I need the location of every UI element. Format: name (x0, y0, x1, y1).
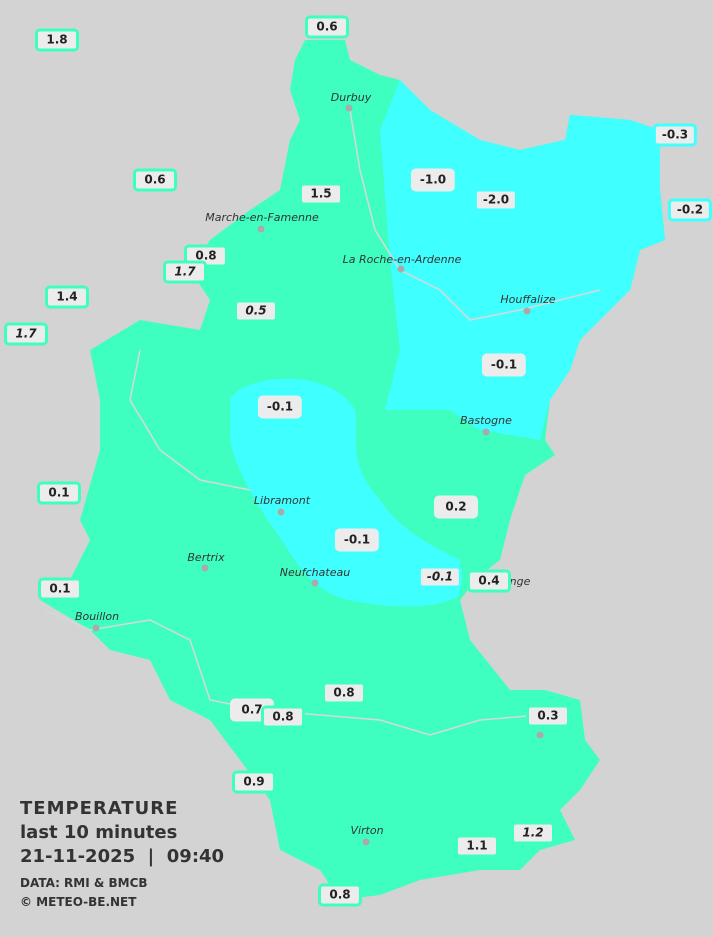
city-dot (362, 838, 370, 846)
station-value: 0.8 (318, 883, 362, 907)
station-value: -0.1 (334, 528, 380, 552)
station-value: 1.4 (45, 285, 89, 309)
city-label: Durbuy (330, 91, 372, 104)
city-dot (277, 508, 285, 516)
river-ourthe (349, 109, 601, 321)
station-value: 0.6 (133, 168, 177, 192)
legend-title: TEMPERATURE (20, 798, 179, 819)
station-value: 0.8 (322, 681, 366, 705)
station-value: 1.8 (35, 28, 79, 52)
city-label: Neufchateau (279, 566, 351, 579)
legend-copyright: © METEO-BE.NET (20, 895, 137, 909)
station-value: -0.1 (481, 353, 527, 377)
city-dot (92, 624, 100, 632)
station-value: 0.3 (526, 704, 570, 728)
city-label: Virton (350, 824, 384, 837)
city-label: Houffalize (500, 293, 556, 306)
station-value: 0.1 (37, 481, 81, 505)
station-value: 0.4 (467, 569, 511, 593)
city-label: Marche-en-Famenne (205, 211, 319, 224)
city-label: Libramont (253, 494, 311, 507)
city-dot (345, 104, 353, 112)
legend-datetime: 21-11-2025 | 09:40 (20, 846, 225, 867)
city-label: nge (509, 575, 531, 588)
station-value: 1.1 (455, 834, 499, 858)
map-legend: TEMPERATURE last 10 minutes 21-11-2025 |… (20, 797, 224, 911)
city-dot (201, 564, 209, 572)
city-label: Bertrix (187, 551, 225, 564)
station-value: 0.1 (38, 577, 82, 601)
station-value: -0.2 (667, 198, 713, 222)
station-value: -0.3 (652, 123, 698, 147)
station-value: -0.1 (417, 565, 463, 589)
city-dot (311, 579, 319, 587)
river-lesse (129, 349, 251, 491)
legend-source: DATA: RMI & BMCB (20, 876, 148, 890)
city-dot (523, 307, 531, 315)
station-value: -0.1 (257, 395, 303, 419)
station-value: 0.5 (234, 299, 278, 323)
legend-period: last 10 minutes (20, 822, 178, 843)
city-dot (257, 225, 265, 233)
station-value: -1.0 (410, 168, 456, 192)
station-value: 1.7 (4, 322, 48, 346)
station-value: 1.7 (163, 260, 207, 284)
city-label: Bastogne (460, 414, 512, 427)
station-value: 0.6 (305, 15, 349, 39)
city-label: La Roche-en-Ardenne (342, 253, 462, 266)
station-value: 0.2 (434, 495, 478, 519)
station-value: 1.2 (511, 821, 555, 845)
station-value: -2.0 (473, 188, 519, 212)
cold-zone-central (230, 378, 460, 607)
city-dot (482, 428, 490, 436)
city-label: Bouillon (74, 610, 120, 623)
station-value: 0.9 (232, 770, 276, 794)
station-value: 1.5 (299, 182, 343, 206)
city-dot (397, 265, 405, 273)
station-value: 0.8 (261, 705, 305, 729)
city-dot (536, 731, 544, 739)
